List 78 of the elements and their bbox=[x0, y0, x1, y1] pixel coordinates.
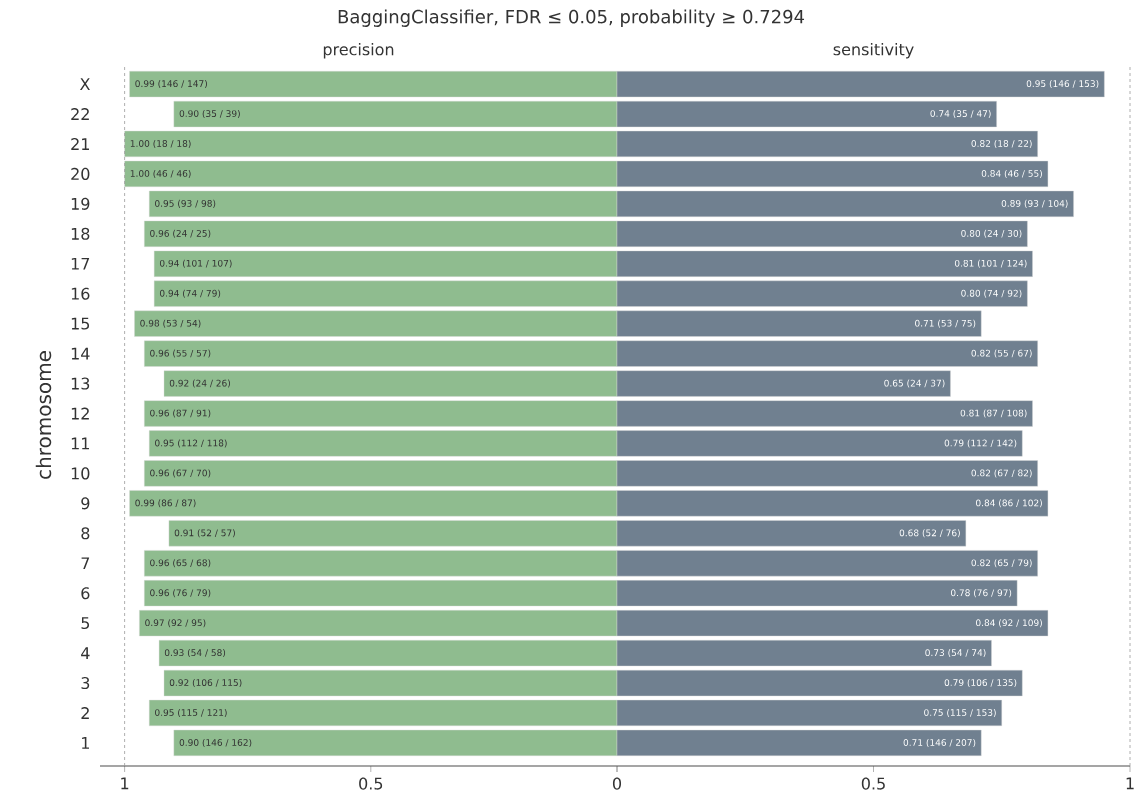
x-tick-label: 0.5 bbox=[359, 777, 383, 790]
data-label: 0.82 (18 / 22) bbox=[971, 139, 1032, 148]
y-tick-label: X bbox=[79, 78, 90, 90]
x-tick-label: 1 bbox=[1126, 777, 1134, 790]
chart-title: BaggingClassifier, FDR ≤ 0.05, probability ≥ 0.7294 bbox=[338, 9, 805, 27]
data-label: 0.73 (54 / 74) bbox=[925, 649, 986, 658]
data-label: 0.94 (74 / 79) bbox=[159, 289, 221, 298]
y-tick-label: 6 bbox=[81, 587, 90, 600]
data-label: 0.65 (24 / 37) bbox=[884, 379, 945, 388]
data-label: 0.82 (65 / 79) bbox=[971, 559, 1032, 568]
data-label: 0.89 (93 / 104) bbox=[1001, 199, 1068, 208]
data-label: 0.82 (67 / 82) bbox=[971, 469, 1032, 478]
data-label: 0.80 (24 / 30) bbox=[961, 229, 1022, 238]
y-tick-label: 2 bbox=[81, 707, 89, 719]
data-label: 0.96 (65 / 68) bbox=[150, 559, 211, 568]
data-label: 0.93 (54 / 58) bbox=[164, 649, 226, 658]
y-tick-label: 5 bbox=[81, 617, 90, 630]
y-tick-label: 4 bbox=[81, 647, 90, 659]
data-label: 0.90 (35 / 39) bbox=[179, 110, 240, 119]
data-label: 0.96 (87 / 91) bbox=[150, 409, 211, 418]
x-tick-label: 0 bbox=[612, 777, 622, 790]
data-label: 0.81 (87 / 108) bbox=[960, 409, 1027, 418]
data-label: 0.96 (24 / 25) bbox=[150, 229, 211, 238]
data-label: 0.80 (74 / 92) bbox=[961, 289, 1022, 298]
data-label: 0.99 (86 / 87) bbox=[135, 499, 196, 508]
data-label: 0.71 (146 / 207) bbox=[903, 738, 976, 747]
data-label: 0.78 (76 / 97) bbox=[950, 589, 1012, 598]
data-label: 0.94 (101 / 107) bbox=[159, 259, 232, 268]
y-tick-label: 8 bbox=[81, 527, 90, 540]
data-label: 0.95 (112 / 118) bbox=[155, 439, 227, 448]
y-tick-label: 12 bbox=[71, 407, 89, 420]
data-label: 0.95 (93 / 98) bbox=[155, 199, 216, 208]
y-tick-label: 17 bbox=[71, 257, 90, 270]
y-tick-label: 3 bbox=[81, 677, 90, 690]
data-label: 0.96 (67 / 70) bbox=[150, 469, 211, 478]
data-label: 0.79 (106 / 135) bbox=[944, 679, 1017, 688]
y-tick-label: 21 bbox=[71, 138, 89, 150]
y-tick-label: 22 bbox=[71, 108, 89, 120]
data-label: 0.71 (53 / 75) bbox=[915, 319, 976, 328]
data-label: 0.92 (106 / 115) bbox=[169, 679, 242, 688]
y-tick-label: 10 bbox=[71, 467, 90, 480]
data-label: 0.82 (55 / 67) bbox=[971, 349, 1032, 358]
data-label: 0.84 (46 / 55) bbox=[981, 169, 1042, 178]
data-label: 0.68 (52 / 76) bbox=[899, 529, 960, 538]
y-tick-label: 13 bbox=[71, 377, 90, 390]
data-label: 0.96 (55 / 57) bbox=[150, 349, 211, 358]
y-tick-label: 14 bbox=[71, 347, 90, 360]
data-label: 0.90 (146 / 162) bbox=[179, 738, 252, 747]
data-label: 1.00 (46 / 46) bbox=[130, 169, 191, 178]
data-label: 0.74 (35 / 47) bbox=[930, 110, 991, 119]
data-label: 0.84 (86 / 102) bbox=[976, 499, 1042, 508]
data-label: 0.79 (112 / 142) bbox=[944, 439, 1017, 448]
data-label: 0.95 (146 / 153) bbox=[1026, 80, 1099, 89]
y-tick-label: 20 bbox=[71, 167, 90, 180]
y-tick-label: 15 bbox=[71, 317, 90, 330]
y-axis-title: chromosome bbox=[35, 351, 52, 479]
y-tick-label: 18 bbox=[71, 227, 90, 240]
y-tick-label: 9 bbox=[81, 497, 90, 510]
y-tick-label: 1 bbox=[82, 737, 89, 749]
chart-subtitle: precision bbox=[323, 42, 394, 59]
y-tick-label: 19 bbox=[71, 197, 90, 210]
data-label: 0.75 (115 / 153) bbox=[924, 708, 996, 718]
data-label: 0.84 (92 / 109) bbox=[976, 619, 1042, 628]
y-tick-label: 16 bbox=[71, 287, 90, 300]
data-label: 0.95 (115 / 121) bbox=[155, 708, 227, 718]
y-tick-label: 11 bbox=[71, 437, 89, 450]
data-label: 0.97 (92 / 95) bbox=[145, 619, 206, 628]
data-label: 0.81 (101 / 124) bbox=[954, 259, 1027, 268]
x-tick-label: 1 bbox=[121, 777, 129, 790]
x-tick-label: 0.5 bbox=[861, 777, 885, 790]
data-label: 0.96 (76 / 79) bbox=[150, 589, 211, 598]
chart-subtitle: sensitivity bbox=[833, 42, 914, 59]
data-label: 0.99 (146 / 147) bbox=[135, 80, 207, 89]
data-label: 0.92 (24 / 26) bbox=[169, 379, 230, 388]
data-label: 0.91 (52 / 57) bbox=[174, 529, 235, 538]
data-label: 1.00 (18 / 18) bbox=[130, 139, 191, 148]
y-tick-label: 7 bbox=[81, 557, 90, 570]
data-label: 0.98 (53 / 54) bbox=[140, 319, 201, 328]
